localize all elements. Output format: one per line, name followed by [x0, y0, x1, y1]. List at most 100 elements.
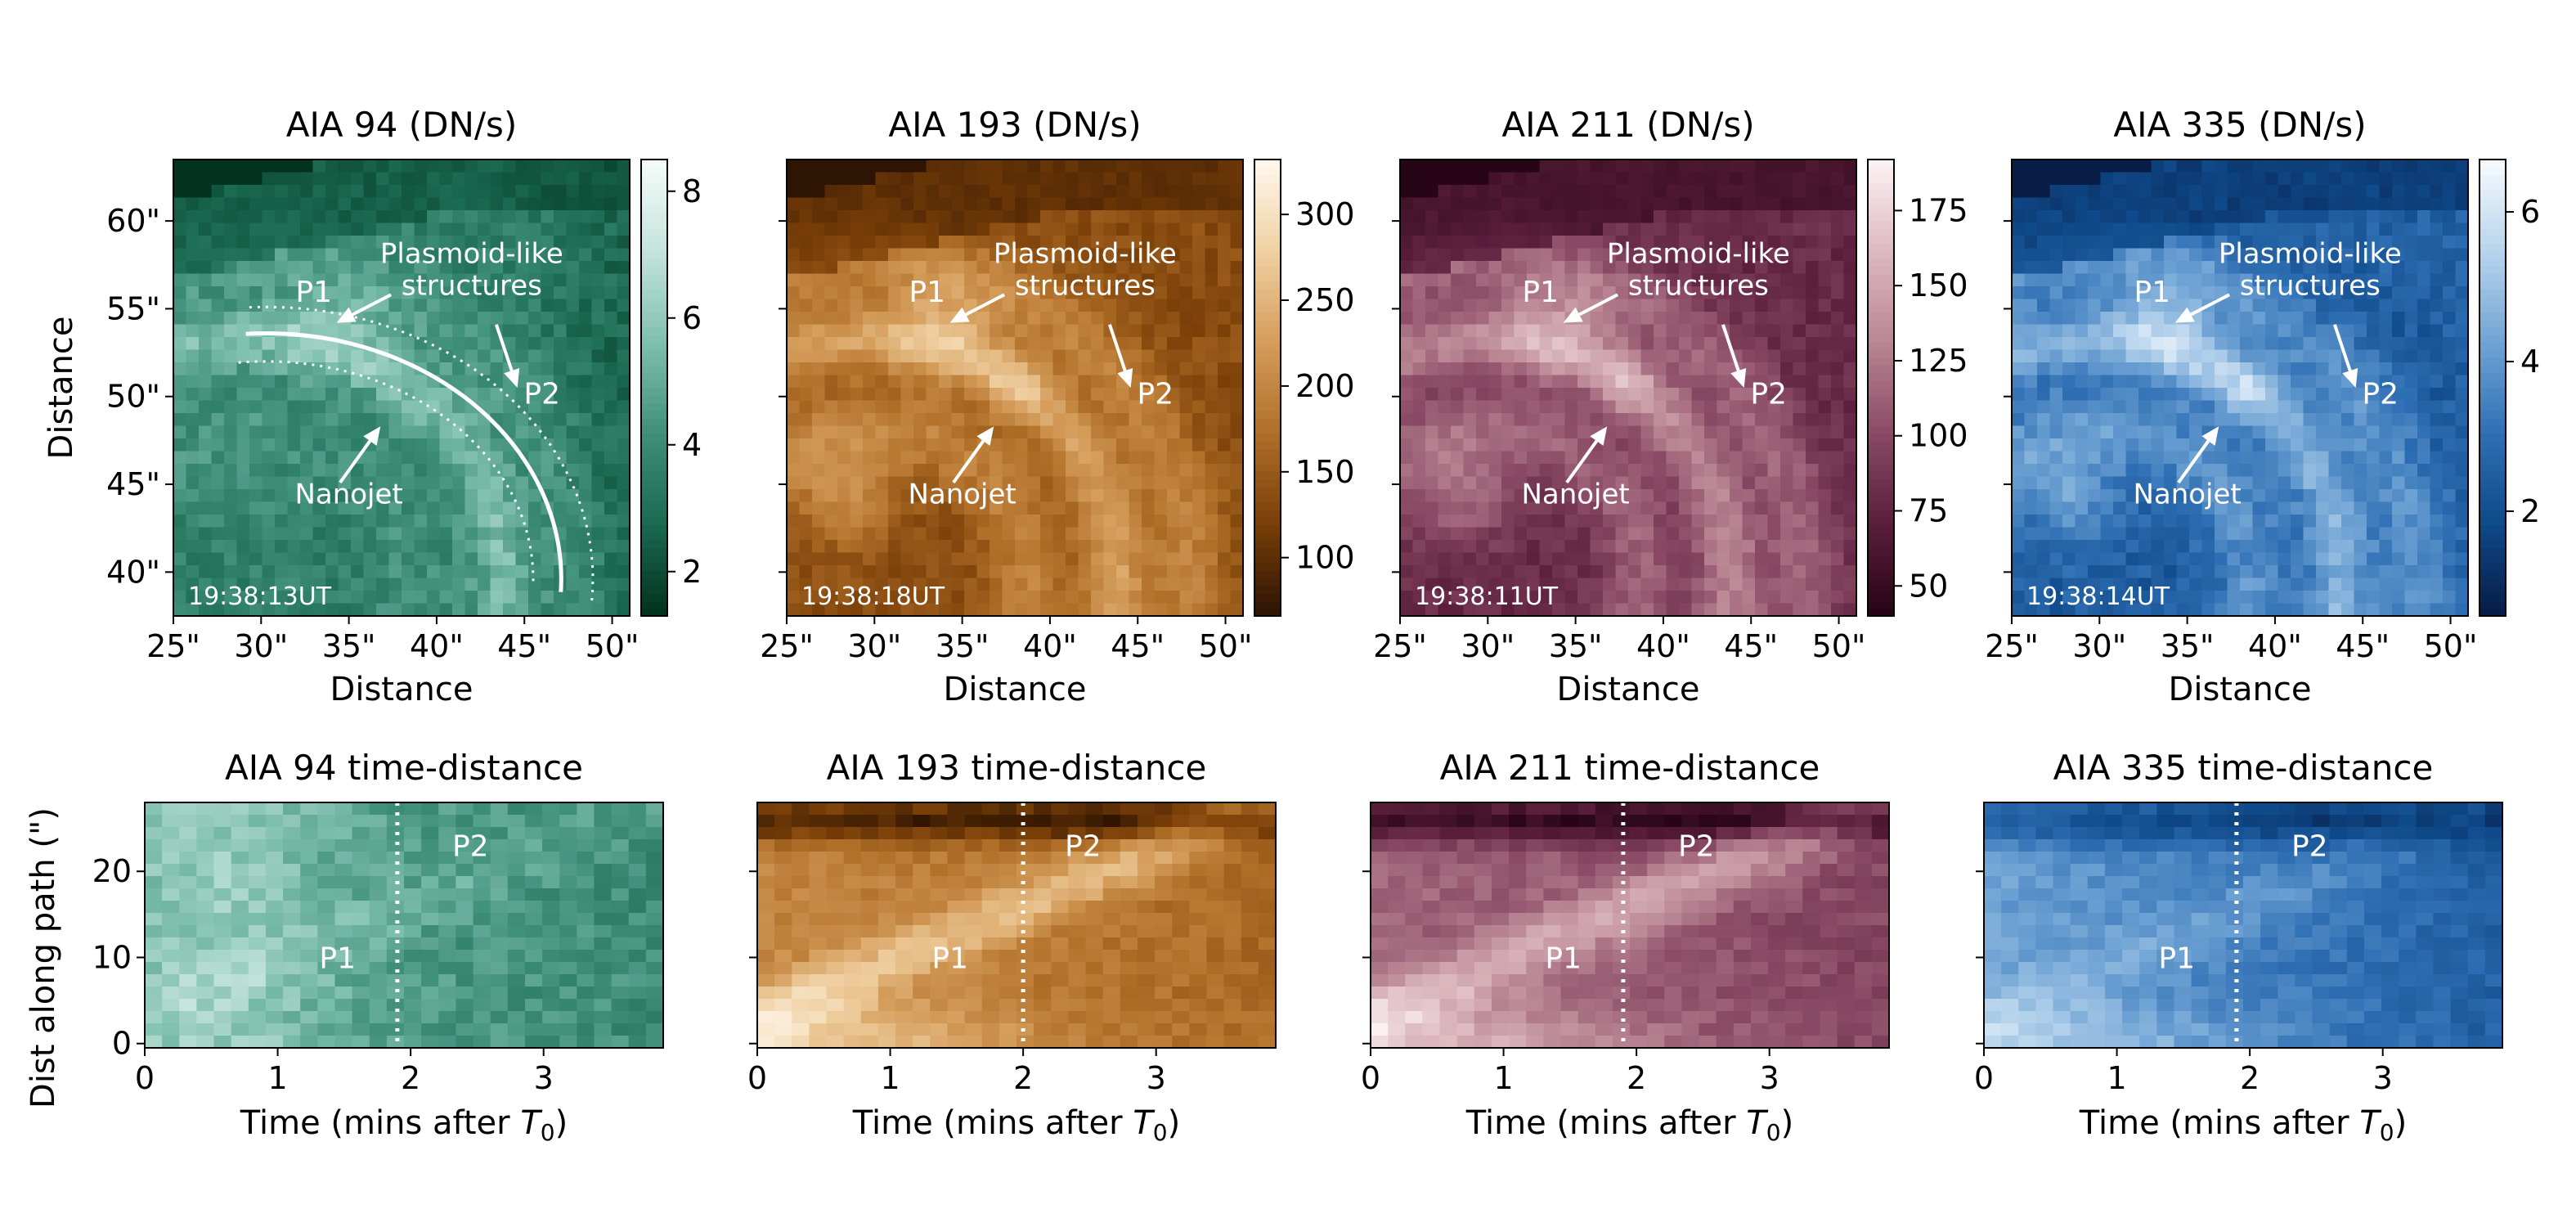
- image-pixel: [1780, 540, 1794, 554]
- image-pixel: [351, 438, 365, 452]
- image-pixel: [1704, 160, 1718, 173]
- image-pixel: [249, 362, 263, 376]
- image-pixel: [604, 324, 618, 338]
- image-pixel: [1488, 197, 1502, 211]
- image-pixel: [1806, 388, 1820, 402]
- image-pixel: [964, 349, 978, 363]
- image-pixel: [1412, 349, 1426, 363]
- image-pixel: [1463, 375, 1477, 389]
- colorbar-swatch: [1868, 273, 1894, 282]
- image-pixel: [528, 222, 542, 236]
- image-pixel: [2164, 425, 2178, 439]
- image-pixel: [338, 210, 352, 224]
- image-pixel: [1806, 222, 1820, 236]
- image-pixel: [541, 438, 554, 452]
- image-pixel: [2303, 349, 2317, 363]
- image-pixel: [2100, 299, 2114, 312]
- image-pixel: [2367, 312, 2381, 326]
- image-pixel: [478, 324, 491, 338]
- image-pixel: [1552, 438, 1566, 452]
- image-pixel: [515, 273, 529, 287]
- image-pixel: [799, 565, 813, 579]
- image-pixel: [262, 375, 276, 389]
- image-pixel: [1666, 388, 1680, 402]
- image-pixel: [402, 261, 415, 275]
- image-pixel: [566, 515, 580, 528]
- image-pixel: [173, 527, 187, 541]
- image-pixel: [236, 299, 250, 312]
- image-pixel: [888, 515, 902, 528]
- image-pixel: [275, 312, 289, 326]
- image-pixel: [2215, 312, 2228, 326]
- image-pixel: [1066, 552, 1079, 566]
- image-pixel: [1615, 349, 1629, 363]
- image-pixel: [1179, 501, 1193, 515]
- image-pixel: [990, 273, 1003, 287]
- image-pixel: [1425, 489, 1439, 503]
- image-pixel: [1027, 464, 1041, 478]
- image-pixel: [1412, 476, 1426, 490]
- image-pixel: [1015, 489, 1029, 503]
- image-pixel: [2049, 185, 2063, 199]
- image-pixel: [287, 578, 301, 591]
- image-pixel: [363, 248, 377, 262]
- image-pixel: [2278, 388, 2291, 402]
- image-pixel: [2392, 324, 2406, 338]
- image-pixel: [388, 552, 402, 566]
- image-pixel: [490, 312, 504, 326]
- image-pixel: [515, 210, 529, 224]
- image-pixel: [2012, 312, 2026, 326]
- plasmoid-label-2: structures: [1015, 269, 1156, 302]
- image-pixel: [2201, 388, 2215, 402]
- p1-label: P1: [1522, 276, 1559, 309]
- image-pixel: [388, 413, 402, 427]
- image-pixel: [2430, 413, 2444, 427]
- image-pixel: [1691, 464, 1705, 478]
- image-pixel: [554, 349, 568, 363]
- image-pixel: [2100, 222, 2114, 236]
- image-pixel: [1742, 185, 1756, 199]
- image-pixel: [1040, 261, 1054, 275]
- image-pixel: [388, 603, 402, 617]
- image-pixel: [913, 527, 927, 541]
- image-pixel: [1501, 362, 1515, 376]
- image-pixel: [1755, 476, 1769, 490]
- image-pixel: [2075, 210, 2089, 224]
- image-pixel: [900, 172, 914, 186]
- image-pixel: [1679, 160, 1693, 173]
- image-pixel: [515, 160, 529, 173]
- image-pixel: [1129, 299, 1142, 312]
- image-pixel: [439, 438, 453, 452]
- image-pixel: [199, 578, 213, 591]
- image-pixel: [1691, 222, 1705, 236]
- image-pixel: [1129, 197, 1142, 211]
- image-pixel: [2125, 261, 2139, 275]
- image-pixel: [2062, 337, 2076, 351]
- image-pixel: [951, 413, 965, 427]
- image-pixel: [1066, 312, 1079, 326]
- image-pixel: [1843, 451, 1857, 465]
- image-pixel: [2227, 388, 2241, 402]
- image-pixel: [351, 261, 365, 275]
- image-pixel: [1793, 299, 1806, 312]
- image-pixel: [2189, 337, 2203, 351]
- image-pixel: [2049, 388, 2063, 402]
- image-pixel: [2049, 273, 2063, 287]
- image-pixel: [363, 527, 377, 541]
- image-pixel: [199, 185, 213, 199]
- image-pixel: [1577, 578, 1591, 591]
- image-pixel: [287, 400, 301, 414]
- image-pixel: [414, 185, 428, 199]
- image-pixel: [1628, 324, 1642, 338]
- image-pixel: [554, 185, 568, 199]
- image-pixel: [850, 172, 864, 186]
- image-pixel: [1590, 197, 1604, 211]
- image-pixel: [913, 299, 927, 312]
- image-pixel: [427, 425, 441, 439]
- image-pixel: [863, 299, 877, 312]
- image-pixel: [1179, 489, 1193, 503]
- image-pixel: [464, 210, 478, 224]
- image-pixel: [913, 515, 927, 528]
- image-pixel: [325, 299, 339, 312]
- image-pixel: [2417, 337, 2431, 351]
